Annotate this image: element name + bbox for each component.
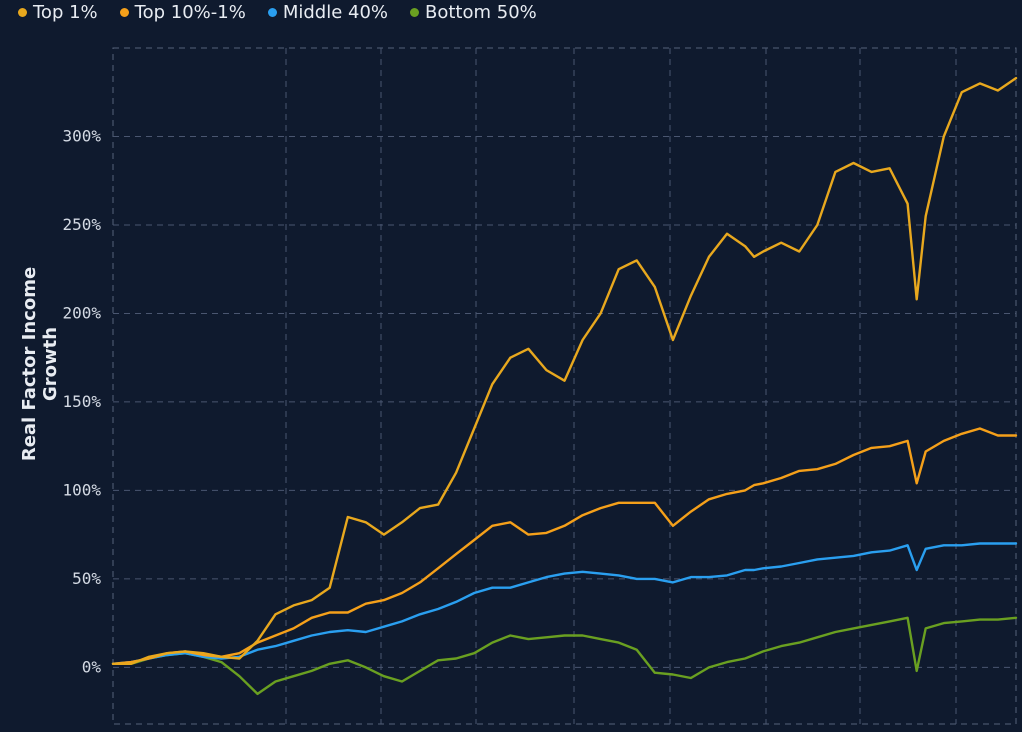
legend-marker-icon bbox=[18, 7, 27, 17]
y-tick-label: 150% bbox=[62, 392, 101, 411]
plot-frame bbox=[112, 47, 1017, 725]
y-tick-label: 0% bbox=[82, 657, 102, 676]
chart-legend: Top 1% Top 10%-1% Middle 40% Bottom 50% bbox=[18, 0, 537, 24]
legend-item[interactable]: Bottom 50% bbox=[410, 2, 537, 23]
y-tick-label: 200% bbox=[62, 303, 101, 322]
legend-item[interactable]: Top 10%-1% bbox=[119, 1, 246, 23]
series-line-middle-40 bbox=[111, 542, 1018, 665]
legend-item[interactable]: Middle 40% bbox=[267, 1, 388, 23]
legend-marker-icon bbox=[410, 7, 419, 17]
series-line-top-10-1 bbox=[111, 427, 1018, 665]
legend-label: Middle 40% bbox=[282, 1, 388, 23]
legend-label: Top 10%-1% bbox=[134, 1, 246, 23]
y-tick-label: 50% bbox=[72, 569, 101, 588]
series-line-top-1 bbox=[111, 76, 1018, 665]
series-line-bottom-50 bbox=[111, 616, 1018, 696]
y-tick-label: 100% bbox=[62, 480, 101, 499]
y-tick-label: 300% bbox=[62, 126, 101, 145]
y-tick-label: 250% bbox=[62, 215, 101, 234]
legend-marker-icon bbox=[119, 7, 129, 17]
legend-label: Bottom 50% bbox=[425, 1, 537, 23]
legend-label: Top 1% bbox=[33, 1, 98, 23]
legend-marker-icon bbox=[267, 7, 277, 17]
legend-item[interactable]: Top 1% bbox=[18, 2, 98, 23]
